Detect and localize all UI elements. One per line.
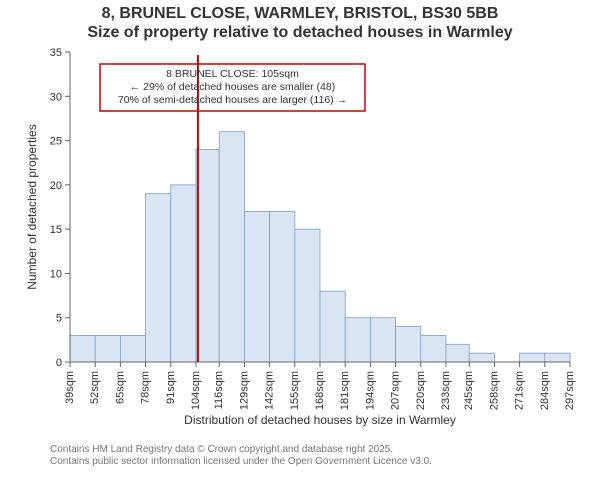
histogram-bar <box>545 354 570 363</box>
histogram-bar <box>469 354 494 363</box>
histogram-bar <box>95 336 120 363</box>
x-tick-label: 220sqm <box>415 371 427 410</box>
histogram-bar <box>219 132 244 362</box>
x-tick-label: 78sqm <box>140 371 152 404</box>
x-tick-label: 297sqm <box>564 371 576 410</box>
histogram-bar <box>120 336 145 363</box>
histogram-bar <box>146 194 171 362</box>
credit-line-1: Contains HM Land Registry data © Crown c… <box>50 444 600 456</box>
title-line-2: Size of property relative to detached ho… <box>0 23 600 42</box>
x-axis-label: Distribution of detached houses by size … <box>184 413 456 427</box>
x-tick-label: 65sqm <box>114 371 126 404</box>
x-tick-label: 207sqm <box>390 371 402 410</box>
x-tick-label: 181sqm <box>339 371 351 410</box>
histogram-bar <box>196 150 219 363</box>
x-tick-label: 129sqm <box>238 371 250 410</box>
x-tick-label: 245sqm <box>463 371 475 410</box>
histogram-bar <box>320 292 345 363</box>
annotation-line: 70% of semi-detached houses are larger (… <box>118 94 347 106</box>
y-tick-label: 35 <box>50 47 62 59</box>
x-tick-label: 168sqm <box>314 371 326 410</box>
y-tick-label: 0 <box>56 357 62 369</box>
x-tick-label: 155sqm <box>289 371 301 410</box>
x-tick-label: 258sqm <box>488 371 500 410</box>
histogram-chart: 0 5 10 15 20 25 30 35 39sqm 52sqm 65sqm 78sqm 91sqm 1… <box>20 42 580 442</box>
x-tick-label: 116sqm <box>213 371 225 409</box>
x-tick-label: 52sqm <box>89 371 101 404</box>
x-tick-label: 284sqm <box>539 371 551 410</box>
annotation-line: 8 BRUNEL CLOSE: 105sqm <box>166 68 299 80</box>
title-block: 8, BRUNEL CLOSE, WARMLEY, BRISTOL, BS30 … <box>0 0 600 42</box>
x-tick-label: 271sqm <box>514 371 526 410</box>
credit-line-2: Contains public sector information licen… <box>50 456 600 468</box>
x-tick-label: 91sqm <box>165 371 177 404</box>
histogram-bar <box>70 336 95 363</box>
histogram-bar <box>295 230 320 363</box>
histogram-bar <box>446 345 469 363</box>
histogram-bar <box>270 212 295 363</box>
histogram-bar <box>421 336 446 363</box>
chart-wrap: 0 5 10 15 20 25 30 35 39sqm 52sqm 65sqm 78sqm 91sqm 1… <box>20 42 580 442</box>
y-tick-label: 30 <box>50 92 62 104</box>
annotation-line: ← 29% of detached houses are smaller (48… <box>130 81 335 93</box>
x-tick-label: 142sqm <box>264 371 276 410</box>
y-tick-label: 10 <box>50 269 62 281</box>
histogram-bar <box>520 354 545 363</box>
histogram-bar <box>345 318 370 362</box>
histogram-bar <box>171 185 196 362</box>
y-axis-label: Number of detached properties <box>25 125 39 290</box>
histogram-bar <box>396 327 421 362</box>
credits-block: Contains HM Land Registry data © Crown c… <box>0 442 600 468</box>
x-tick-label: 39sqm <box>64 371 76 404</box>
y-tick-label: 15 <box>50 225 62 237</box>
title-line-1: 8, BRUNEL CLOSE, WARMLEY, BRISTOL, BS30 … <box>0 4 600 23</box>
histogram-bar <box>370 318 395 362</box>
y-tick-label: 25 <box>50 136 62 148</box>
y-tick-label: 5 <box>56 313 62 325</box>
x-tick-label: 194sqm <box>364 371 376 410</box>
y-tick-label: 20 <box>50 180 62 192</box>
x-tick-label: 233sqm <box>440 371 452 410</box>
histogram-bar <box>244 212 269 363</box>
x-tick-label: 104sqm <box>190 371 202 410</box>
